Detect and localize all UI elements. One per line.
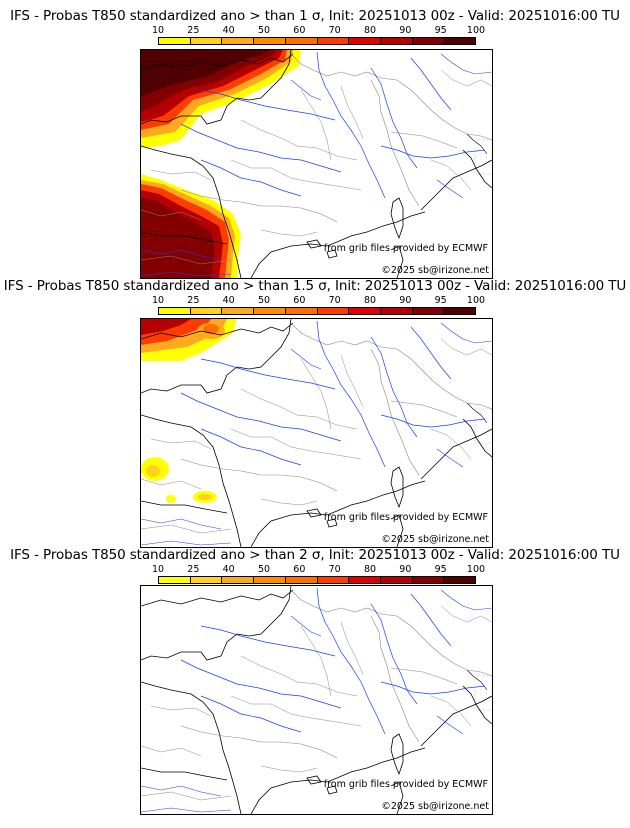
colorbar-tick-label: 90 xyxy=(399,25,412,36)
map-panel-2sigma: IFS - Probas T850 standardized ano > tha… xyxy=(0,547,630,817)
colorbar xyxy=(158,307,476,315)
colorbar-tick-label: 100 xyxy=(466,25,486,36)
colorbar-segment xyxy=(190,577,223,583)
colorbar-segment xyxy=(444,38,476,44)
colorbar-tick-label: 50 xyxy=(257,25,271,36)
colorbar-tick-label: 95 xyxy=(434,564,447,575)
probability-area-south xyxy=(141,457,217,503)
credit-source: from grib files provided by ECMWF xyxy=(323,243,488,254)
colorbar-tick-label: 10 xyxy=(151,564,165,575)
credit-copyright: ©2025 sb@irizone.net xyxy=(381,801,489,812)
map-panel-1-5sigma: IFS - Probas T850 standardized ano > tha… xyxy=(0,278,630,548)
colorbar-tick-label: 50 xyxy=(257,295,271,306)
colorbar-tick-label: 80 xyxy=(363,25,377,36)
colorbar-segment xyxy=(254,308,286,314)
colorbar-segment xyxy=(317,38,350,44)
colorbar-segment xyxy=(412,577,445,583)
colorbar-segment xyxy=(159,577,191,583)
colorbar-tick-label: 10 xyxy=(151,295,165,306)
colorbar-tick-label: 70 xyxy=(328,564,341,575)
colorbar-labels: 10 25 40 50 60 70 80 90 95 100 xyxy=(152,564,485,575)
probability-map: from grib files provided by ECMWF ©2025 … xyxy=(140,318,493,548)
colorbar-labels: 10 25 40 50 60 70 80 90 95 100 xyxy=(152,295,485,306)
colorbar-tick-label: 25 xyxy=(187,295,200,306)
probability-area-north xyxy=(141,319,237,361)
probability-map: from grib files provided by ECMWF ©2025 … xyxy=(140,49,493,279)
colorbar-labels: 10 25 40 50 60 70 80 90 95 100 xyxy=(152,25,485,36)
colorbar-tick-label: 40 xyxy=(222,295,235,306)
colorbar-tick-label: 90 xyxy=(399,564,412,575)
colorbar-segment xyxy=(412,38,445,44)
probability-area-north xyxy=(141,50,301,148)
credit-copyright: ©2025 sb@irizone.net xyxy=(381,534,489,545)
colorbar-segment xyxy=(317,308,350,314)
credit-source: from grib files provided by ECMWF xyxy=(323,512,488,523)
colorbar-segment xyxy=(349,38,381,44)
colorbar-segment xyxy=(349,577,381,583)
colorbar-segment xyxy=(317,577,350,583)
colorbar-segment xyxy=(254,38,286,44)
colorbar-tick-label: 80 xyxy=(363,564,377,575)
panel-title: IFS - Probas T850 standardized ano > tha… xyxy=(10,8,620,24)
colorbar-segment xyxy=(222,577,255,583)
colorbar-segment xyxy=(380,38,413,44)
colorbar-segment xyxy=(159,38,191,44)
colorbar-tick-label: 40 xyxy=(222,564,235,575)
colorbar-tick-label: 80 xyxy=(363,295,377,306)
colorbar-tick-label: 10 xyxy=(151,25,165,36)
colorbar-tick-label: 25 xyxy=(187,564,200,575)
colorbar-tick-label: 70 xyxy=(328,25,341,36)
colorbar-segment xyxy=(380,308,413,314)
colorbar-tick-label: 95 xyxy=(434,25,447,36)
colorbar-segment xyxy=(412,308,445,314)
credit-source: from grib files provided by ECMWF xyxy=(323,779,488,790)
colorbar-tick-label: 60 xyxy=(293,564,306,575)
colorbar-segment xyxy=(285,38,318,44)
colorbar-tick-label: 25 xyxy=(187,25,200,36)
colorbar xyxy=(158,37,476,45)
panel-title: IFS - Probas T850 standardized ano > tha… xyxy=(3,278,627,294)
colorbar-tick-label: 95 xyxy=(434,295,447,306)
colorbar-segment xyxy=(285,577,318,583)
colorbar-segment xyxy=(444,308,476,314)
map-canvas xyxy=(141,319,492,547)
colorbar-segment xyxy=(254,577,286,583)
colorbar-tick-label: 90 xyxy=(399,295,412,306)
colorbar-tick-label: 40 xyxy=(222,25,235,36)
colorbar-tick-label: 60 xyxy=(293,25,306,36)
colorbar-segment xyxy=(190,38,223,44)
colorbar-segment xyxy=(380,577,413,583)
credit-copyright: ©2025 sb@irizone.net xyxy=(381,265,489,276)
colorbar-segment xyxy=(349,308,381,314)
colorbar-segment xyxy=(285,308,318,314)
colorbar-segment xyxy=(222,38,255,44)
panel-title: IFS - Probas T850 standardized ano > tha… xyxy=(10,547,620,563)
colorbar-tick-label: 100 xyxy=(466,564,486,575)
map-canvas xyxy=(141,50,492,278)
colorbar-segment xyxy=(222,308,255,314)
colorbar-tick-label: 60 xyxy=(293,295,306,306)
colorbar-segment xyxy=(159,308,191,314)
colorbar-segment xyxy=(190,308,223,314)
colorbar-tick-label: 50 xyxy=(257,564,271,575)
colorbar-tick-label: 70 xyxy=(328,295,341,306)
probability-area-south xyxy=(141,174,241,278)
colorbar xyxy=(158,576,476,584)
colorbar-tick-label: 100 xyxy=(466,295,486,306)
probability-map: from grib files provided by ECMWF ©2025 … xyxy=(140,585,493,815)
colorbar-segment xyxy=(444,577,476,583)
map-panel-1sigma: IFS - Probas T850 standardized ano > tha… xyxy=(0,8,630,279)
